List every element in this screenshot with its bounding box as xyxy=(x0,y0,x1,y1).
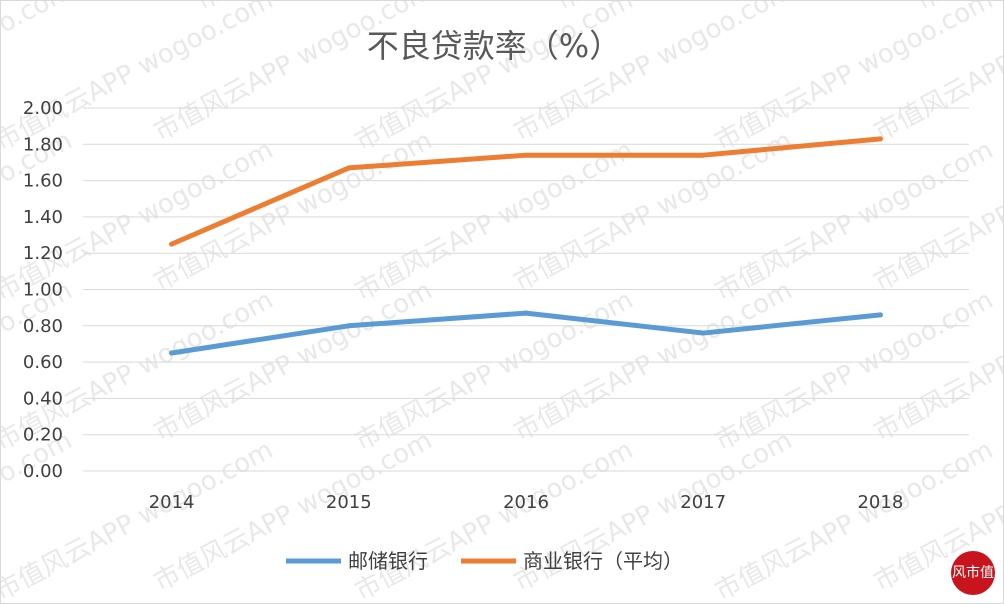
legend: 邮储银行 商业银行（平均） xyxy=(286,549,683,573)
x-tick-label: 2014 xyxy=(149,492,195,513)
data-point xyxy=(523,152,529,158)
x-tick-label: 2015 xyxy=(326,492,372,513)
data-point xyxy=(877,312,883,318)
y-tick-label: 0.60 xyxy=(23,352,63,373)
x-tick-label: 2016 xyxy=(503,492,549,513)
data-point xyxy=(523,310,529,316)
data-point xyxy=(169,241,175,247)
data-point xyxy=(346,165,352,171)
logo-text: 风市值 xyxy=(952,564,994,581)
y-tick-label: 1.60 xyxy=(23,171,63,192)
data-point xyxy=(346,323,352,329)
chart-title: 不良贷款率（%） xyxy=(367,27,621,65)
data-point xyxy=(877,136,883,142)
legend-label: 商业银行（平均） xyxy=(523,549,683,573)
data-point xyxy=(700,330,706,336)
y-axis-ticks: 0.00 0.20 0.40 0.60 0.80 1.00 1.20 1.40 1.60 1.80… xyxy=(23,98,63,482)
y-tick-label: 0.20 xyxy=(23,425,63,446)
y-tick-label: 0.80 xyxy=(23,316,63,337)
y-tick-label: 1.80 xyxy=(23,134,63,155)
y-tick-label: 1.40 xyxy=(23,207,63,228)
y-tick-label: 1.20 xyxy=(23,243,63,264)
y-tick-label: 0.40 xyxy=(23,388,63,409)
logo-badge: 风市值 xyxy=(951,551,995,595)
series-layer xyxy=(169,136,883,356)
x-axis-ticks: 2014 2015 2016 2017 2018 xyxy=(149,492,904,513)
x-tick-label: 2017 xyxy=(680,492,726,513)
x-tick-label: 2018 xyxy=(857,492,903,513)
y-tick-label: 0.00 xyxy=(23,461,63,482)
y-tick-label: 2.00 xyxy=(23,98,63,119)
data-point xyxy=(700,152,706,158)
y-tick-label: 1.00 xyxy=(23,280,63,301)
legend-label: 邮储银行 xyxy=(348,549,428,573)
data-point xyxy=(169,350,175,356)
grid-layer xyxy=(83,107,969,472)
